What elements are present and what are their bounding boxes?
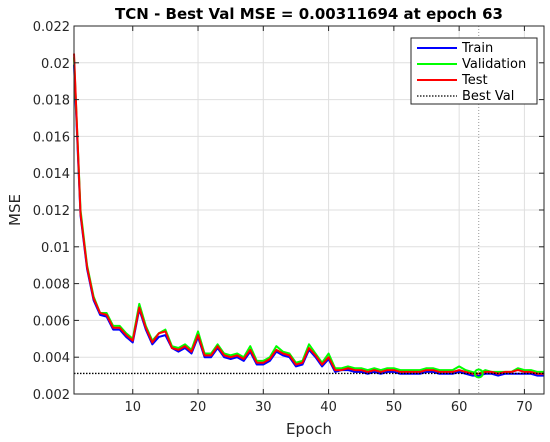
- legend-label-test: Test: [461, 73, 488, 88]
- series-line-test: [73, 53, 544, 375]
- legend-label-train: Train: [461, 41, 493, 56]
- y-tick-label: 0.02: [41, 57, 70, 72]
- y-tick-label: 0.016: [33, 130, 70, 145]
- series-lines: [73, 53, 544, 377]
- x-tick-label: 50: [386, 400, 403, 415]
- legend: Train Validation Test Best Val: [410, 37, 538, 105]
- axis-ticks: [74, 25, 544, 395]
- x-tick-label: 70: [516, 400, 533, 415]
- y-tick-label: 0.018: [33, 94, 70, 109]
- y-tick-label: 0.002: [33, 388, 70, 403]
- y-tick-label: 0.004: [33, 351, 70, 366]
- x-tick-label: 20: [190, 400, 207, 415]
- legend-label-validation: Validation: [462, 57, 526, 72]
- x-tick-label: 60: [451, 400, 468, 415]
- x-axis-label: Epoch: [286, 420, 332, 438]
- y-axis-label: MSE: [6, 194, 24, 226]
- chart-title: TCN - Best Val MSE = 0.00311694 at epoch…: [115, 5, 503, 23]
- x-tick-label: 30: [255, 400, 272, 415]
- y-tick-labels: 0.002 0.004 0.006 0.008 0.01 0.012 0.014 0.016 0…: [33, 20, 70, 403]
- x-tick-label: 10: [124, 400, 141, 415]
- best-val-marker: [473, 368, 484, 379]
- y-tick-label: 0.006: [33, 314, 70, 329]
- y-tick-label: 0.008: [33, 278, 70, 293]
- y-tick-label: 0.01: [41, 241, 70, 256]
- x-tick-label: 40: [320, 400, 337, 415]
- legend-label-best-val: Best Val: [462, 89, 514, 104]
- y-tick-label: 0.014: [33, 167, 70, 182]
- best-val-lines: [74, 26, 544, 394]
- x-tick-labels: 10 20 30 40 50 60 70: [124, 400, 532, 415]
- y-tick-label: 0.022: [33, 20, 70, 35]
- y-tick-label: 0.012: [33, 204, 70, 219]
